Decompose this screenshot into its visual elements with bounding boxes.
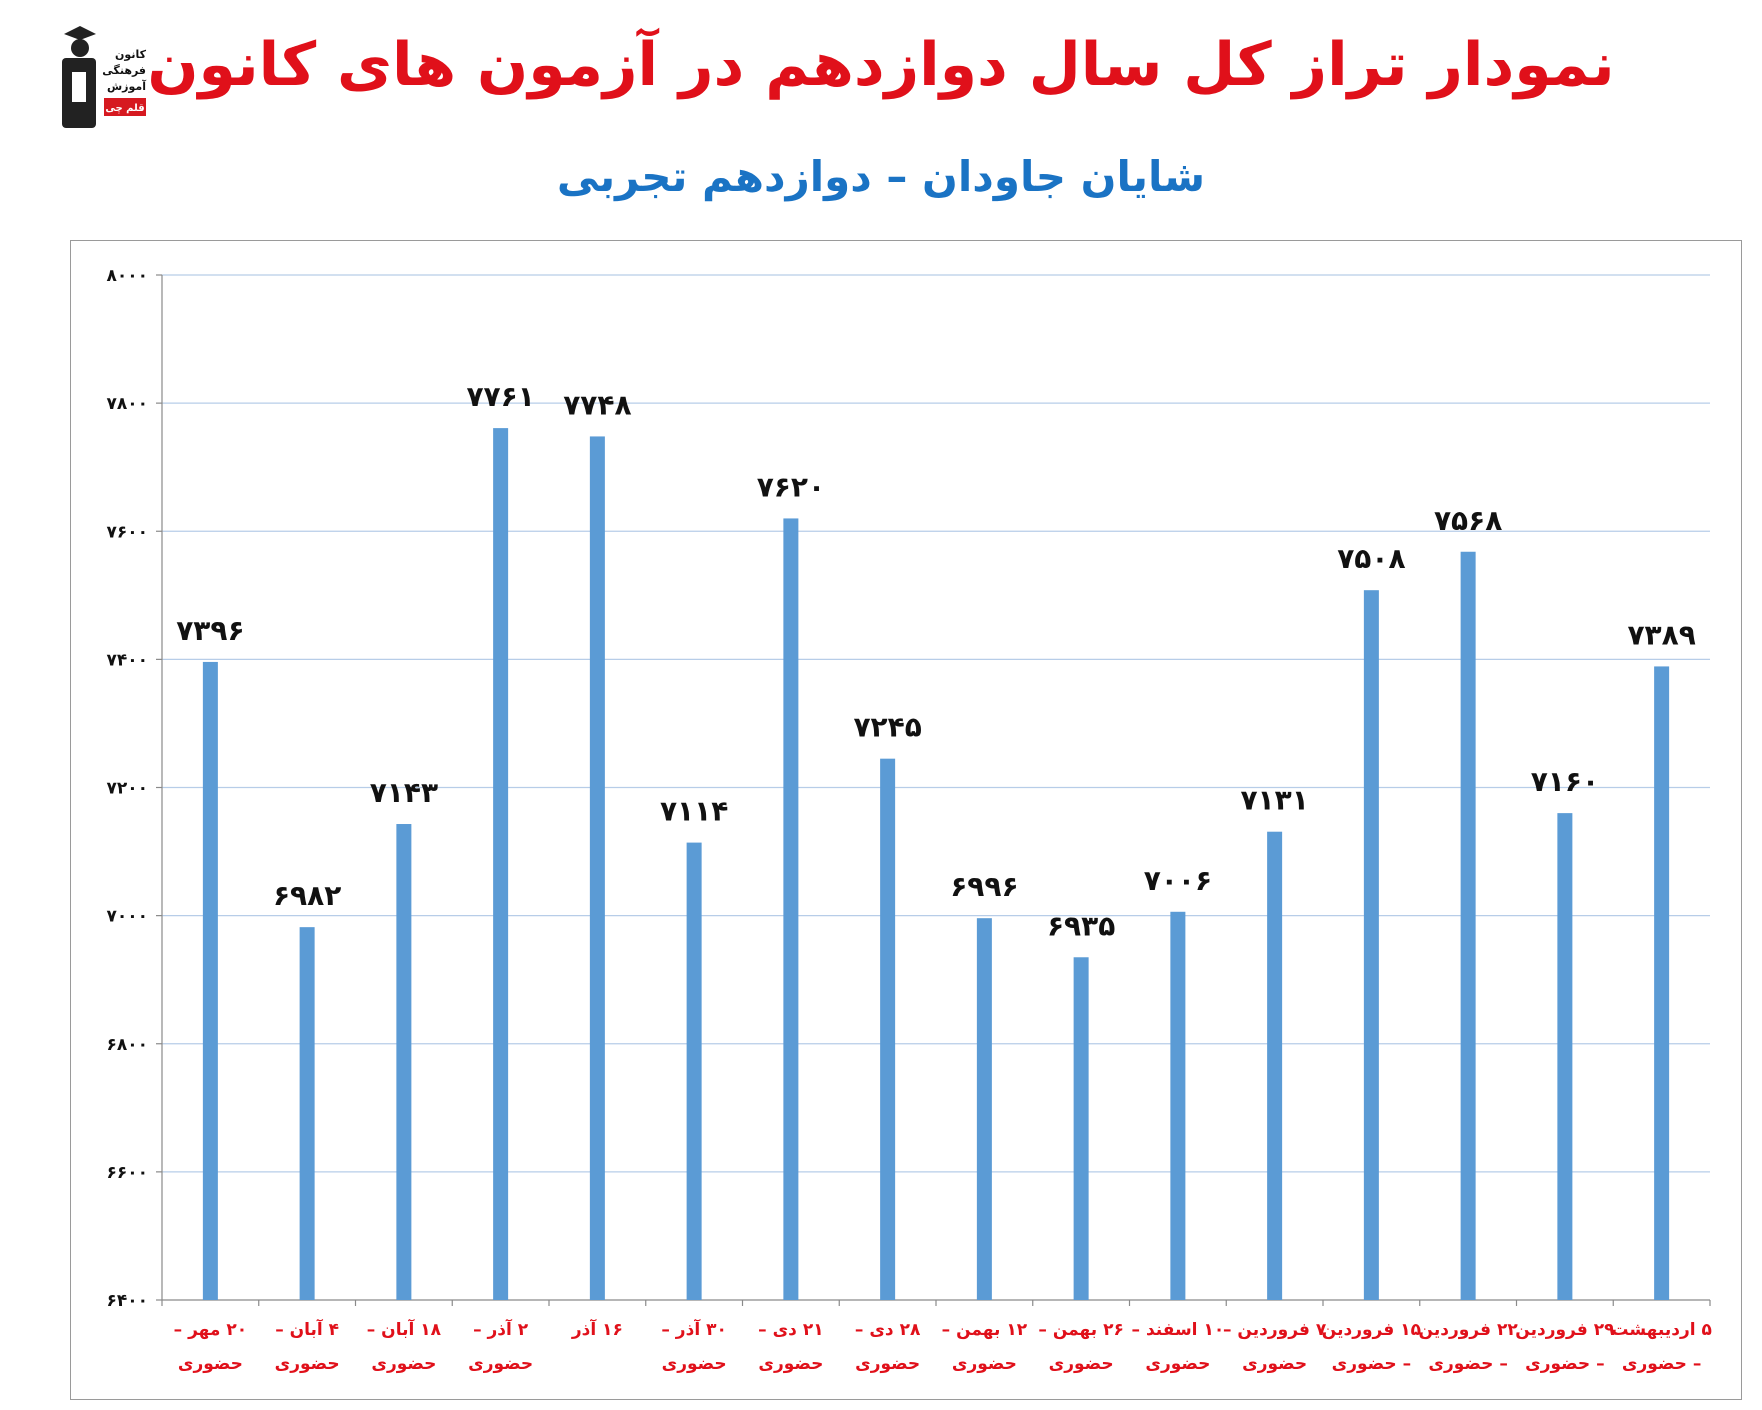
category-label: حضوری [662, 1354, 727, 1374]
category-label: ۲۱ دی – [758, 1320, 823, 1340]
kanoon-logo: کانون فرهنگی آموزش قلم چی [58, 20, 148, 130]
bar [1654, 666, 1670, 1300]
grid-layer [162, 274, 1710, 1173]
category-label: – حضوری [1428, 1354, 1507, 1374]
category-label: ۳۰ آذر – [661, 1318, 726, 1340]
data-label: ۶۹۹۶ [950, 870, 1018, 903]
category-label: حضوری [952, 1354, 1017, 1374]
graduate-logo-icon: کانون فرهنگی آموزش قلم چی [62, 26, 147, 128]
data-label: ۶۹۳۵ [1047, 909, 1115, 942]
bar [589, 436, 605, 1300]
y-tick-label: ۶۴۰۰ [106, 1291, 148, 1311]
data-label: ۷۷۴۸ [563, 388, 631, 421]
category-label: ۱۲ بهمن – [942, 1320, 1028, 1340]
data-label: ۷۶۲۰ [757, 470, 825, 503]
data-label: ۷۲۴۵ [853, 711, 921, 744]
bar [880, 758, 896, 1300]
bar [493, 428, 509, 1300]
bar [299, 927, 315, 1300]
category-label: حضوری [758, 1354, 823, 1374]
category-label: حضوری [1242, 1354, 1307, 1374]
y-tick-label: ۶۶۰۰ [106, 1163, 148, 1183]
y-tick-label: ۸۰۰۰ [106, 266, 148, 286]
category-label: – حضوری [1525, 1354, 1604, 1374]
category-label: ۱۵ فروردین [1322, 1320, 1421, 1340]
category-label: حضوری [275, 1354, 340, 1374]
logo-badge [104, 98, 146, 116]
bar [976, 918, 992, 1300]
data-labels-layer: ۷۳۹۶ ۶۹۸۲ ۷۱۴۳ ۷۷۶۱ ۷۷۴۸ ۷۱۱۴ ۷۶۲۰ ۷۲۴۵ ۶۹۹۶ ۶۹۳۵… [176, 380, 1696, 942]
data-label: ۶۹۸۲ [273, 879, 341, 912]
bar [1267, 831, 1283, 1300]
data-label: ۷۱۱۴ [660, 795, 728, 828]
page-subtitle: شایان جاودان – دوازدهم تجربی [556, 152, 1206, 201]
logo-line-1: کانون [115, 48, 147, 61]
data-label: ۷۳۹۶ [176, 614, 244, 647]
y-tick-label: ۶۸۰۰ [106, 1035, 148, 1055]
category-label: ۱۶ آذر [571, 1318, 623, 1340]
data-label: ۷۵۰۸ [1337, 542, 1405, 575]
logo-line-3: آموزش [107, 79, 146, 93]
bar [1557, 813, 1573, 1300]
chart-frame [70, 240, 1742, 1400]
bar [686, 842, 702, 1300]
category-label: ۲۸ دی – [855, 1320, 921, 1340]
category-label: ۷ فروردین – [1223, 1320, 1327, 1340]
category-label: – حضوری [1332, 1354, 1411, 1374]
logo-line-2: فرهنگی [102, 64, 146, 77]
bar [1363, 590, 1379, 1300]
y-tick-label: ۷۸۰۰ [106, 394, 148, 414]
bar [202, 661, 218, 1300]
bars-layer [202, 428, 1670, 1300]
axis-layer: ۶۴۰۰ ۶۶۰۰ ۶۸۰۰ ۷۰۰۰ ۷۲۰۰ ۷۴۰۰ ۷۶۰۰ ۷۸۰۰ ۸۰۰۰ [106, 266, 1711, 1311]
data-label: ۷۷۶۱ [466, 380, 534, 413]
category-label: ۲۲ فروردین [1419, 1320, 1519, 1340]
data-label: ۷۱۴۳ [370, 776, 438, 809]
y-tick-label: ۷۰۰۰ [106, 907, 148, 927]
category-label: حضوری [371, 1354, 436, 1374]
category-label: حضوری [1145, 1354, 1210, 1374]
category-label: ۴ آبان – [275, 1318, 339, 1340]
category-label: ۲۰ مهر – [174, 1320, 247, 1340]
logo-badge-text: قلم چی [105, 103, 144, 114]
bar [1073, 957, 1089, 1300]
page-title: نمودار تراز کل سال دوازدهم در آزمون های … [147, 30, 1615, 100]
category-label: حضوری [178, 1354, 243, 1374]
data-label: ۷۰۰۶ [1144, 864, 1212, 897]
bar [1460, 551, 1476, 1300]
data-label: ۷۱۶۰ [1531, 765, 1599, 798]
category-label: ۲۹ فروردین [1515, 1320, 1615, 1340]
category-label: حضوری [855, 1354, 920, 1374]
bar [1170, 911, 1186, 1300]
category-label: ۱۰ اسفند – [1132, 1320, 1225, 1340]
category-labels-layer: ۲۰ مهر – حضوری ۴ آبان – حضوری ۱۸ آبان – حضوری… [174, 1318, 1712, 1374]
category-label: ۱۸ آبان – [367, 1318, 442, 1340]
y-tick-label: ۷۶۰۰ [106, 522, 148, 542]
category-label: حضوری [468, 1354, 533, 1374]
category-label: – حضوری [1622, 1354, 1701, 1374]
category-label: ۲۶ بهمن – [1038, 1320, 1123, 1340]
y-tick-label: ۷۴۰۰ [106, 650, 148, 670]
category-label: حضوری [1049, 1354, 1114, 1374]
data-label: ۷۱۳۱ [1240, 784, 1308, 817]
bar [396, 824, 412, 1300]
data-label: ۷۵۶۸ [1434, 504, 1502, 537]
category-label: ۵ اردیبهشت [1611, 1320, 1712, 1340]
bar [783, 518, 799, 1300]
category-label: ۲ آذر – [473, 1318, 529, 1340]
y-tick-label: ۷۲۰۰ [106, 779, 148, 799]
data-label: ۷۳۸۹ [1627, 618, 1695, 651]
